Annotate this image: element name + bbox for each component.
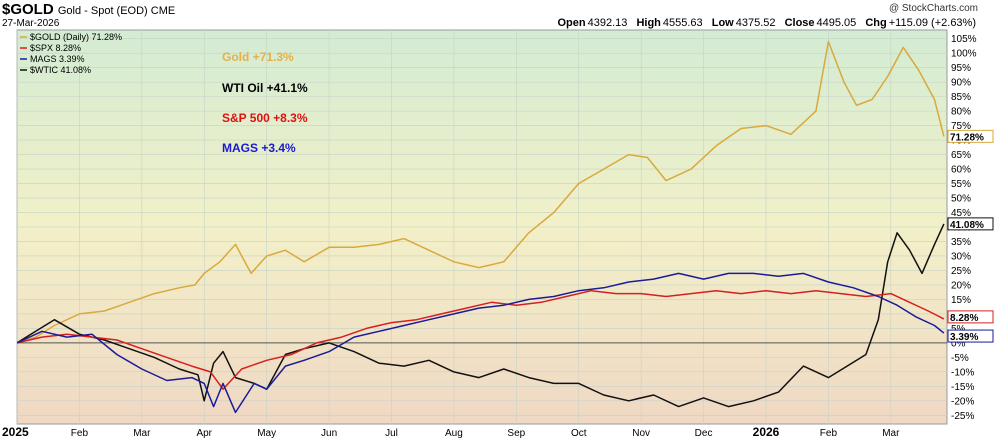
x-tick-label: Mar xyxy=(882,428,900,439)
annotation-label: S&P 500 +8.3% xyxy=(222,111,308,125)
y-tick-label: 45% xyxy=(951,208,971,219)
annotation-label: MAGS +3.4% xyxy=(222,141,296,155)
y-tick-label: 35% xyxy=(951,237,971,248)
series-line-wtic xyxy=(17,223,945,408)
end-label: 8.28% xyxy=(950,313,978,324)
series-lines xyxy=(17,40,945,414)
y-tick-label: 25% xyxy=(951,266,971,277)
open-value: 4392.13 xyxy=(587,17,628,29)
legend-item: MAGS 3.39% xyxy=(30,54,85,64)
y-tick-label: 80% xyxy=(951,107,971,118)
y-tick-label: 60% xyxy=(951,165,971,176)
end-label: 71.28% xyxy=(950,132,984,143)
x-tick-label: Sep xyxy=(507,428,525,439)
y-tick-label: 5% xyxy=(951,324,966,335)
legend-item: $SPX 8.28% xyxy=(30,43,81,53)
y-tick-label: -15% xyxy=(951,382,974,393)
end-label-box xyxy=(947,310,994,324)
chart-symbol: $GOLD Gold - Spot (EOD) CME xyxy=(2,1,176,18)
x-tick-label: Aug xyxy=(445,428,463,439)
series-line-gold xyxy=(17,40,945,344)
close-value: 4495.05 xyxy=(816,17,857,29)
series-line-spx xyxy=(17,289,945,390)
y-tick-label: -10% xyxy=(951,367,974,378)
end-label-box xyxy=(947,329,994,343)
y-tick-label: 0% xyxy=(951,338,966,349)
watermark: @ StockCharts.com xyxy=(888,3,978,14)
x-tick-label: Nov xyxy=(632,428,650,439)
end-label: 41.08% xyxy=(950,220,984,231)
annotations: Gold +71.3% WTI Oil +41.1% S&P 500 +8.3% MA… xyxy=(222,50,308,155)
x-tick-label: Mar xyxy=(133,428,151,439)
annotation-label: Gold +71.3% xyxy=(222,50,294,64)
grid-lines xyxy=(16,30,947,424)
legend-item: $WTIC 41.08% xyxy=(30,65,91,75)
x-axis: 2025 Feb Mar Apr May Jun Jul Aug Sep Oct Nov Dec 202… xyxy=(2,425,900,439)
y-tick-label: 20% xyxy=(951,280,971,291)
y-tick-label: 105% xyxy=(951,34,977,45)
y-tick-label: 75% xyxy=(951,121,971,132)
end-label: 3.39% xyxy=(950,332,978,343)
y-tick-label: -20% xyxy=(951,396,974,407)
ohlc-readout: Open 4392.13 High 4555.63 Low 4375.52 Close… xyxy=(552,17,977,29)
x-tick-label: Feb xyxy=(71,428,89,439)
chart-description: Gold - Spot (EOD) xyxy=(57,5,148,17)
x-tick-label: Feb xyxy=(820,428,838,439)
y-tick-label: -5% xyxy=(951,353,969,364)
x-tick-label: Jun xyxy=(321,428,337,439)
x-tick-label: 2026 xyxy=(753,425,780,439)
low-label: Low xyxy=(711,17,734,29)
chart-date: 27-Mar-2026 xyxy=(2,18,60,29)
y-tick-label: 85% xyxy=(951,92,971,103)
chg-label: Chg xyxy=(865,17,887,29)
end-label-box xyxy=(947,129,994,143)
legend-item: $GOLD (Daily) 71.28% xyxy=(30,32,122,42)
annotation-label: WTI Oil +41.1% xyxy=(222,81,308,95)
end-labels: 71.28% 41.08% 8.28% 3.39% xyxy=(947,129,994,343)
chart-exchange: CME xyxy=(150,5,176,17)
y-tick-label: 100% xyxy=(951,49,977,60)
y-tick-label: 30% xyxy=(951,251,971,262)
y-tick-label: -25% xyxy=(951,411,974,422)
x-tick-label: May xyxy=(257,428,276,439)
high-label: High xyxy=(636,17,661,29)
chg-value: +115.09 (+2.63%) xyxy=(888,17,976,29)
y-tick-label: 50% xyxy=(951,194,971,205)
y-tick-label: 95% xyxy=(951,63,971,74)
x-tick-label: Dec xyxy=(695,428,713,439)
x-tick-label: Oct xyxy=(571,428,587,439)
low-value: 4375.52 xyxy=(735,17,776,29)
y-axis: 105%100%95%90%85%80%75%70%65%60%55%50%45… xyxy=(951,34,977,422)
legend: $GOLD (Daily) 71.28%$SPX 8.28%MAGS 3.39%… xyxy=(20,32,122,75)
end-label-box xyxy=(947,217,994,231)
y-tick-label: 65% xyxy=(951,150,971,161)
y-tick-label: 15% xyxy=(951,295,971,306)
x-tick-label: Apr xyxy=(196,428,212,439)
x-tick-label: 2025 xyxy=(2,425,29,439)
y-tick-label: 90% xyxy=(951,78,971,89)
close-label: Close xyxy=(784,17,815,29)
series-line-mags xyxy=(17,272,945,414)
open-label: Open xyxy=(557,17,586,29)
x-tick-label: Jul xyxy=(385,428,398,439)
high-value: 4555.63 xyxy=(662,17,703,29)
y-tick-label: 55% xyxy=(951,179,971,190)
